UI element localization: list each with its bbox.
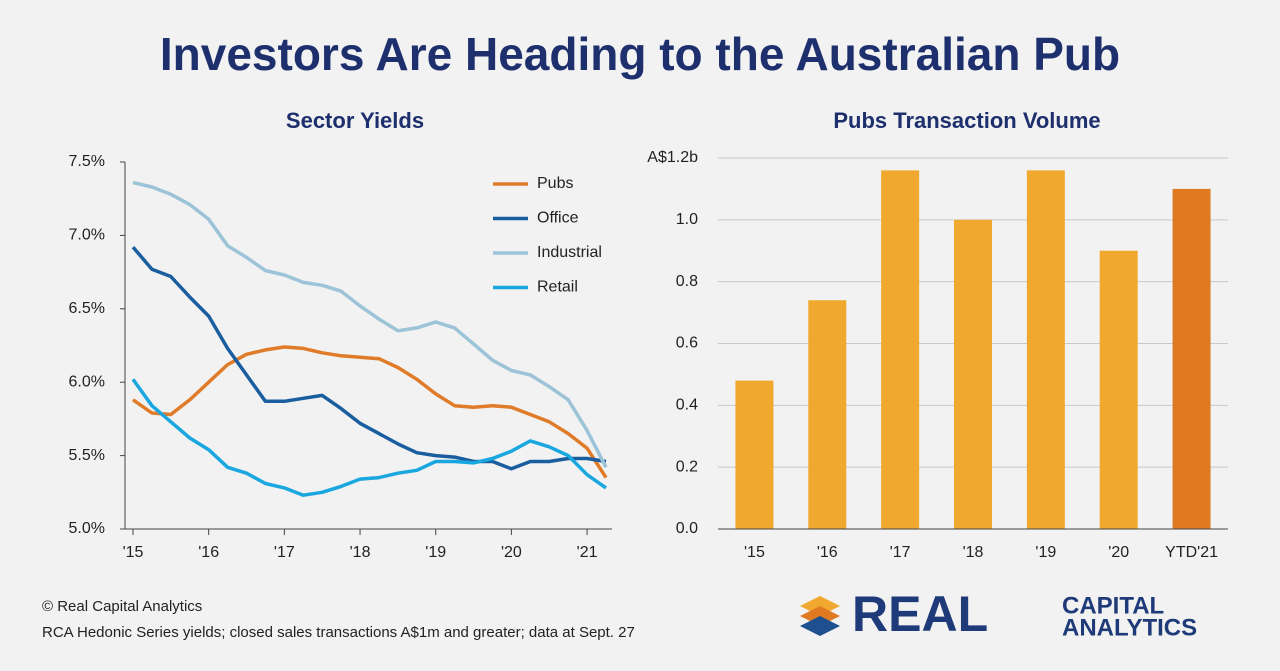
y-tick-label: 7.0%: [69, 227, 105, 244]
y-tick-label: 5.0%: [69, 520, 105, 537]
line-series: [131, 378, 608, 497]
y-tick-label: 0.2: [676, 458, 698, 475]
x-tick-label: '17: [274, 544, 295, 561]
x-tick-label: '19: [425, 544, 446, 561]
y-tick-label: A$1.2b: [647, 149, 698, 166]
y-tick-label: 1.0: [676, 211, 698, 228]
legend-label: Retail: [537, 279, 578, 296]
y-tick-label: 0.8: [676, 273, 698, 290]
source-note: RCA Hedonic Series yields; closed sales …: [42, 624, 635, 641]
line-series: [131, 345, 608, 479]
x-tick-label: '16: [817, 544, 838, 561]
y-tick-label: 7.5%: [69, 153, 105, 170]
y-tick-label: 6.0%: [69, 373, 105, 390]
y-tick-label: 0.6: [676, 335, 698, 352]
y-tick-label: 0.0: [676, 520, 698, 537]
logo-word: REAL: [852, 586, 988, 642]
x-tick-label: '18: [963, 544, 984, 561]
bar: [954, 219, 992, 530]
legend-label: Office: [537, 210, 579, 227]
chart-title: Pubs Transaction Volume: [833, 108, 1100, 133]
line-series: [132, 180, 608, 469]
x-tick-label: '20: [1108, 544, 1129, 561]
y-tick-label: 0.4: [676, 397, 698, 414]
copyright: © Real Capital Analytics: [42, 598, 202, 615]
x-tick-label: YTD'21: [1165, 544, 1218, 561]
bar: [735, 380, 774, 529]
logo-icon: [800, 596, 840, 636]
bar: [1026, 170, 1065, 529]
x-tick-label: '15: [744, 544, 765, 561]
x-tick-label: '15: [123, 544, 144, 561]
x-tick-label: '17: [890, 544, 911, 561]
x-tick-label: '19: [1035, 544, 1056, 561]
page-title: Investors Are Heading to the Australian …: [160, 28, 1120, 80]
x-tick-label: '20: [501, 544, 522, 561]
chart-title: Sector Yields: [286, 108, 424, 133]
bar: [1099, 250, 1138, 529]
y-tick-label: 6.5%: [69, 300, 105, 317]
y-tick-label: 5.5%: [69, 447, 105, 464]
legend-label: Industrial: [537, 244, 602, 261]
logo-line: ANALYTICS: [1062, 614, 1197, 641]
legend-label: Pubs: [537, 175, 573, 192]
logo-line: CAPITAL: [1062, 592, 1164, 619]
x-tick-label: '16: [198, 544, 219, 561]
bar: [1172, 188, 1211, 529]
bar: [881, 170, 920, 529]
line-series: [131, 245, 607, 471]
x-tick-label: '18: [350, 544, 371, 561]
x-tick-label: '21: [577, 544, 598, 561]
bar: [808, 300, 847, 529]
